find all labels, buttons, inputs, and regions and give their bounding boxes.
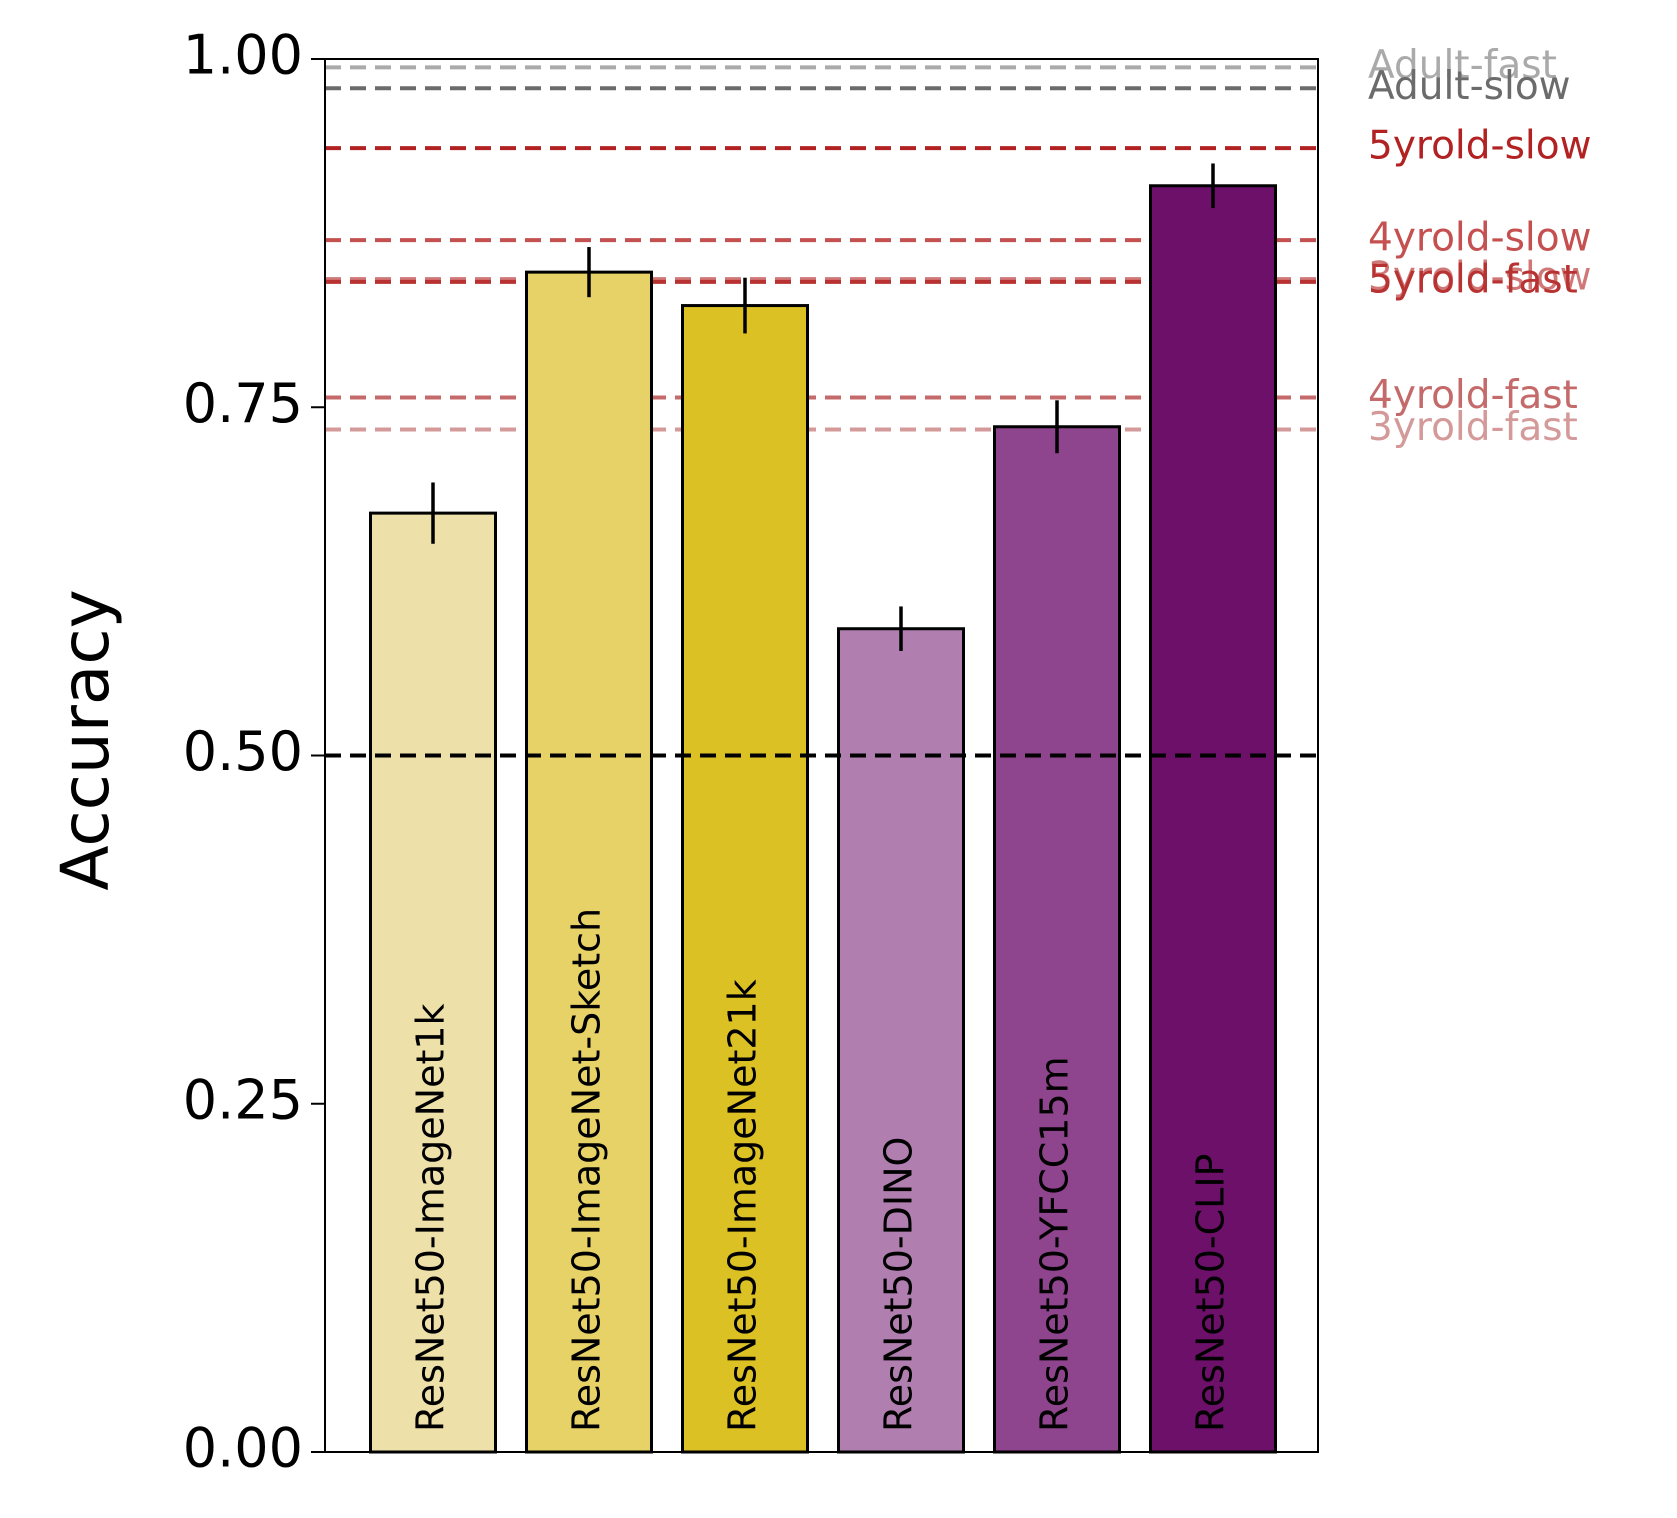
y-axis-label: Accuracy [47, 589, 124, 890]
bar-3 [837, 627, 965, 1454]
y-tick-label-0: 0.00 [183, 1417, 303, 1480]
y-tick-label-3: 0.75 [183, 372, 303, 435]
bars [369, 184, 1277, 1454]
plot-frame [324, 58, 1319, 1453]
bar-labels: ResNet50-ImageNet1k ResNet50-ImageNet-Ske… [409, 908, 1233, 1432]
bar-label-4: ResNet50-YFCC15m [1033, 1056, 1077, 1432]
bar-label-3: ResNet50-DINO [877, 1137, 921, 1432]
error-bars [431, 163, 1215, 652]
bar-4 [993, 425, 1121, 1454]
reference-label-3yrold-slow: 3yrold-slow [1368, 255, 1592, 300]
bar-label-2: ResNet50-ImageNet21k [721, 979, 765, 1432]
y-tick-label-4: 1.00 [183, 24, 303, 87]
bar-2 [681, 304, 809, 1454]
reference-label-Adult-fast: Adult-fast [1368, 43, 1557, 88]
bar-5 [1149, 184, 1277, 1454]
y-tick-label-2: 0.50 [183, 720, 303, 783]
reference-label-4yrold-fast: 4yrold-fast [1368, 373, 1578, 418]
y-tick-label-1: 0.25 [183, 1068, 303, 1131]
bar-label-5: ResNet50-CLIP [1189, 1154, 1233, 1432]
reference-label-4yrold-slow: 4yrold-slow [1368, 216, 1592, 261]
reference-label-3yrold-fast: 3yrold-fast [1368, 405, 1578, 450]
bar-label-1: ResNet50-ImageNet-Sketch [565, 908, 609, 1432]
bar-label-0: ResNet50-ImageNet1k [409, 1003, 453, 1432]
reference-label-Adult-slow: Adult-slow [1368, 64, 1571, 109]
reference-label-5yrold-slow: 5yrold-slow [1368, 124, 1592, 169]
y-axis: 0.00 0.25 0.50 0.75 1.00 [183, 24, 325, 1480]
reference-label-5yrold-fast: 5yrold-fast [1368, 257, 1578, 302]
